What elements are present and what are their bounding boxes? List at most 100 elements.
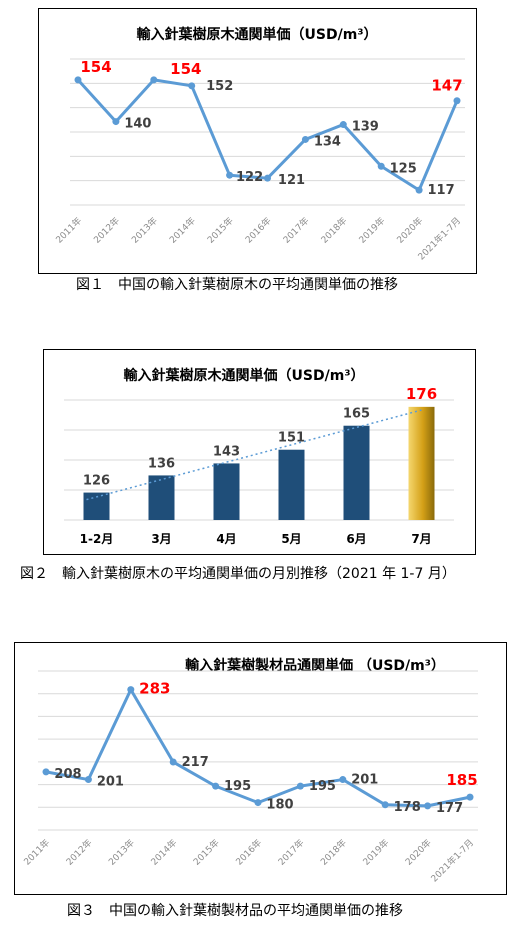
data-label: 208: [54, 767, 81, 782]
x-tick-label: 2019年: [360, 837, 391, 868]
data-point: [377, 162, 385, 170]
data-point: [296, 782, 304, 790]
data-point: [254, 799, 262, 807]
data-label: 185: [446, 771, 477, 789]
x-tick-label: 2017年: [275, 837, 306, 868]
x-tick-label: 2013年: [129, 215, 160, 246]
bar: [408, 406, 435, 520]
x-tick-label: 2016年: [233, 837, 264, 868]
x-tick-label: 2015年: [205, 215, 236, 246]
data-label: 195: [224, 779, 251, 794]
data-label: 122: [236, 170, 263, 185]
data-label: 125: [390, 161, 417, 176]
x-tick-label: 2014年: [148, 837, 179, 868]
bar: [278, 449, 305, 520]
data-point: [381, 801, 389, 809]
data-label: 143: [213, 444, 240, 459]
data-point: [453, 97, 461, 105]
x-tick-label: 2020年: [394, 215, 425, 246]
data-point: [466, 793, 474, 801]
data-label: 180: [266, 798, 293, 813]
x-tick-label: 2012年: [91, 215, 122, 246]
gridlines: [38, 670, 478, 831]
data-point: [169, 758, 177, 766]
x-tick-label: 2015年: [191, 837, 222, 868]
data-label: 139: [352, 120, 379, 135]
data-label: 217: [182, 755, 209, 770]
data-point: [339, 776, 347, 784]
x-tick-label: 2016年: [243, 215, 274, 246]
data-point: [42, 768, 50, 776]
data-label: 177: [436, 801, 463, 816]
data-point: [112, 118, 120, 126]
x-tick-label: 2017年: [280, 215, 311, 246]
data-point: [424, 802, 432, 810]
data-point: [74, 76, 82, 84]
data-point: [415, 186, 423, 194]
data-label: 134: [314, 134, 341, 149]
x-tick-label: 2018年: [318, 215, 349, 246]
data-label: 154: [80, 58, 111, 76]
figure-3-caption: 図３ 中国の輸入針葉樹製材品の平均通関単価の推移: [67, 903, 403, 919]
x-tick-label: 2013年: [106, 837, 137, 868]
data-point: [212, 782, 220, 790]
x-tick-label: 2011年: [21, 837, 52, 868]
chart-title: 輸入針葉樹原木通関単価（USD/m³）: [124, 367, 365, 384]
figure-3-frame: 輸入針葉樹製材品通関単価 （USD/m³） 208 201 283 217 195 180…: [14, 642, 507, 895]
data-label: 154: [170, 60, 201, 78]
data-label: 117: [428, 183, 455, 198]
figure-2-frame: 輸入針葉樹原木通関単価（USD/m³） 126 1-2月 136 3月 143 4月 151…: [43, 349, 476, 555]
x-tick-label: 5月: [281, 532, 301, 546]
data-label: 136: [148, 456, 175, 471]
data-point: [84, 776, 92, 784]
figure-1-frame: 輸入針葉樹原木通関単価（USD/m³） 154 140 154 152 122 121 13…: [38, 8, 477, 274]
x-tick-label: 6月: [346, 532, 366, 546]
x-tick-label: 3月: [151, 532, 171, 546]
data-label: 283: [139, 680, 170, 698]
x-tick-label: 2020年: [403, 837, 434, 868]
chart-title: 輸入針葉樹製材品通関単価 （USD/m³）: [185, 657, 445, 674]
data-point: [264, 174, 271, 182]
data-marks: 208 201 283 217 195 180 195 201 178 177 185 2011年 20…: [21, 680, 478, 885]
bar: [148, 475, 175, 520]
data-point: [339, 121, 347, 129]
data-label: 147: [431, 77, 462, 95]
figure-1-caption: 図１ 中国の輸入針葉樹原木の平均通関単価の推移: [76, 277, 398, 293]
data-point: [226, 171, 234, 179]
bar: [343, 425, 370, 520]
data-label: 121: [278, 173, 305, 188]
x-tick-label: 2014年: [167, 215, 198, 246]
bar: [213, 463, 240, 520]
figure-2-caption: 図２ 輸入針葉樹原木の平均通関単価の月別推移（2021 年 1-7 月）: [20, 566, 456, 582]
data-point: [150, 76, 158, 84]
data-marks: 126 1-2月 136 3月 143 4月 151 5月 165 6月 176 7月: [80, 385, 438, 546]
data-label: 126: [83, 474, 110, 489]
data-label: 140: [124, 117, 151, 132]
data-label: 165: [343, 407, 370, 422]
chart-title: 輸入針葉樹原木通関単価（USD/m³）: [137, 26, 378, 43]
figure-2-chart: 輸入針葉樹原木通関単価（USD/m³） 126 1-2月 136 3月 143 4月 151…: [64, 367, 454, 546]
trendline: [86, 409, 422, 501]
data-point: [301, 135, 309, 143]
data-point: [188, 82, 196, 90]
gridlines: [64, 399, 454, 521]
data-label: 178: [394, 800, 421, 815]
x-tick-label: 4月: [216, 532, 236, 546]
x-tick-label: 2011年: [53, 215, 84, 246]
figure-1-chart: 輸入針葉樹原木通関単価（USD/m³） 154 140 154 152 122 121 13…: [53, 26, 465, 263]
x-tick-label: 1-2月: [80, 532, 114, 546]
data-label: 201: [97, 775, 124, 790]
data-label: 201: [351, 773, 378, 788]
x-tick-label: 2012年: [63, 837, 94, 868]
x-tick-label: 7月: [411, 532, 431, 546]
data-label: 176: [406, 385, 437, 403]
figure-3-chart: 輸入針葉樹製材品通関単価 （USD/m³） 208 201 283 217 195 180…: [21, 657, 478, 885]
data-label: 195: [309, 779, 336, 794]
x-tick-label: 2021年1-7月: [428, 837, 476, 885]
data-point: [127, 686, 135, 694]
x-tick-label: 2018年: [318, 837, 349, 868]
data-label: 152: [206, 79, 233, 94]
x-tick-label: 2019年: [356, 215, 387, 246]
data-label: 151: [278, 431, 305, 446]
